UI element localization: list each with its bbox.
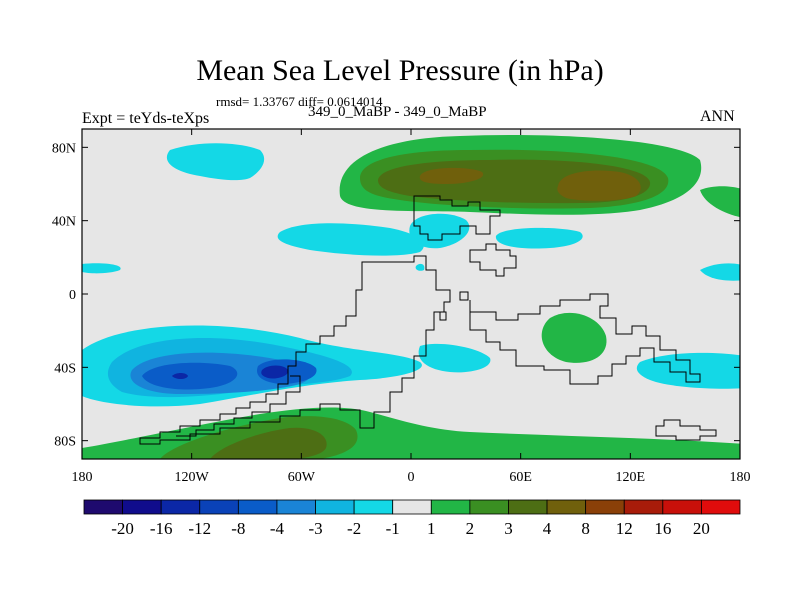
colorbar-swatch (623, 499, 664, 515)
x-tick-label: 120E (616, 470, 646, 485)
coastline-small-islands (439, 291, 469, 321)
contour-cyan-east-pacific (700, 263, 740, 281)
contour-cyan-asia (495, 227, 583, 249)
colorbar-label: -2 (347, 519, 361, 538)
y-tick-label: 40S (54, 361, 76, 376)
colorbar: -20 -16 -12 -8 -4 -3 -2 -1 1 2 3 4 8 12 16 20 (83, 499, 741, 538)
colorbar-swatch (701, 499, 741, 515)
x-tick-label: 120W (175, 470, 210, 485)
contour-southern-low-dark (142, 362, 238, 390)
colorbar-swatch (199, 499, 239, 515)
season-label: ANN (700, 108, 735, 125)
colorbar-swatch (237, 499, 278, 515)
stats-label: rmsd= 1.33767 diff= 0.0614014 (216, 94, 383, 109)
contour-cyan-indian (418, 343, 491, 373)
contour-asia-high (557, 170, 641, 201)
contour-cyan-north-atlantic (277, 223, 424, 256)
colorbar-swatch (546, 499, 587, 515)
x-tick-label: 60W (288, 470, 316, 485)
coastline-north-islands (469, 243, 517, 277)
y-tick-label: 40N (52, 215, 76, 230)
colorbar-label: -3 (308, 519, 322, 538)
colorbar-swatch (160, 499, 201, 515)
x-tick-label: 0 (408, 470, 415, 485)
experiment-label: Expt = teYds-teXps (82, 110, 210, 127)
y-axis: 80N 40N 0 40S 80S (52, 141, 740, 450)
x-tick-label: 180 (72, 470, 93, 485)
colorbar-swatch (83, 499, 123, 515)
colorbar-label: -12 (188, 519, 211, 538)
colorbar-label: -1 (386, 519, 400, 538)
colorbar-swatch (122, 499, 162, 515)
coastline-southeast (655, 419, 717, 441)
contour-fields (82, 135, 740, 459)
colorbar-swatch (430, 499, 471, 515)
contour-cyan-small (415, 263, 425, 271)
contour-antarctic-dark (210, 427, 327, 459)
colorbar-label: 12 (616, 519, 633, 538)
colorbar-swatch (662, 499, 702, 515)
chart-title: Mean Sea Level Pressure (in hPa) (196, 54, 604, 87)
colorbar-swatch (585, 499, 625, 515)
colorbar-label: 16 (654, 519, 671, 538)
contour-cyan-europe (409, 213, 470, 249)
colorbar-swatch (353, 499, 394, 515)
colorbar-swatch (469, 499, 509, 515)
y-tick-label: 80N (52, 141, 76, 156)
x-tick-label: 180 (730, 470, 751, 485)
contour-cyan-arctic-west (166, 143, 265, 181)
contour-indian-ocean-positive (541, 312, 607, 363)
colorbar-label: -20 (111, 519, 134, 538)
contour-southern-low-core (261, 365, 289, 379)
y-tick-label: 0 (69, 288, 76, 303)
colorbar-label: 2 (466, 519, 475, 538)
coastline-gondwana-west (139, 255, 451, 445)
period-label: 349_0_MaBP - 349_0_MaBP (308, 104, 487, 120)
colorbar-swatch (276, 499, 316, 515)
y-tick-label: 80S (54, 435, 76, 450)
colorbar-label: 1 (427, 519, 436, 538)
contour-arctic-small-high (419, 167, 484, 184)
coastline-gondwana-west-inner (176, 375, 301, 437)
colorbar-label: -4 (270, 519, 285, 538)
contour-cyan-west-pacific (82, 263, 121, 274)
x-tick-label: 60E (509, 470, 532, 485)
contour-arctic-green-right (700, 186, 740, 218)
map-plot-area (81, 128, 741, 460)
colorbar-label: 20 (693, 519, 710, 538)
colorbar-label: -8 (231, 519, 245, 538)
x-axis: 180 120W 60W 0 60E 120E 180 (72, 129, 751, 485)
coastline-north-landmass (413, 195, 501, 241)
contour-southern-low-core-west (172, 373, 188, 379)
colorbar-swatch (508, 499, 548, 515)
colorbar-label: 8 (581, 519, 590, 538)
coastlines (139, 195, 717, 445)
coastline-gondwana-east (469, 293, 701, 385)
colorbar-label: -16 (150, 519, 173, 538)
colorbar-label: 3 (504, 519, 513, 538)
colorbar-label: 4 (543, 519, 552, 538)
colorbar-swatch (315, 499, 355, 515)
colorbar-swatch (392, 499, 432, 515)
